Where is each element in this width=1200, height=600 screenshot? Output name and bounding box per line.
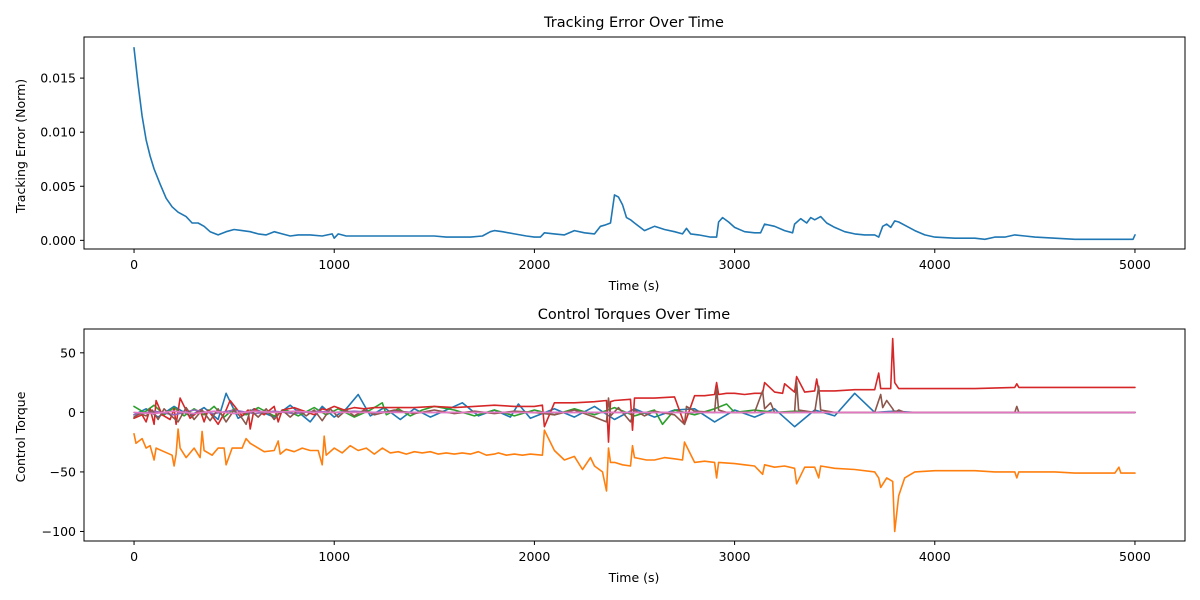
series-line-0	[133, 46, 1136, 241]
y-tick-label: 0.005	[40, 179, 76, 194]
x-tick-label: 1000	[318, 257, 350, 272]
series-line-6	[133, 410, 1136, 415]
series-line-1	[133, 428, 1136, 533]
plot-frame	[83, 328, 1186, 542]
x-axis-label: Time (s)	[608, 278, 660, 293]
chart-title: Tracking Error Over Time	[543, 15, 724, 31]
y-tick-label: 0.000	[40, 233, 76, 248]
x-tick-label: 4000	[919, 257, 951, 272]
y-tick-label: 0	[68, 405, 76, 420]
x-tick-label: 0	[130, 549, 138, 564]
x-tick-label: 5000	[1119, 257, 1151, 272]
x-axis-label: Time (s)	[608, 570, 660, 585]
y-tick-label: −50	[50, 464, 76, 479]
y-tick-label: 0.015	[40, 71, 76, 86]
y-axis-label: Tracking Error (Norm)	[13, 79, 28, 214]
tracking-error-panel: Tracking Error Over Time Time (s) Tracki…	[13, 15, 1186, 293]
y-axis-label: Control Torque	[13, 391, 28, 482]
series-line-3	[133, 337, 1136, 443]
x-tick-label: 2000	[519, 257, 551, 272]
series-group	[133, 337, 1136, 533]
x-tick-label: 1000	[318, 549, 350, 564]
y-tick-label: 0.010	[40, 125, 76, 140]
control-torques-panel: Control Torques Over Time Time (s) Contr…	[13, 307, 1186, 585]
chart-title: Control Torques Over Time	[538, 307, 731, 323]
plot-frame	[83, 36, 1186, 250]
x-tick-label: 3000	[719, 257, 751, 272]
series-line-5	[133, 380, 1136, 426]
x-tick-label: 4000	[919, 549, 951, 564]
x-tick-label: 0	[130, 257, 138, 272]
y-tick-label: 50	[60, 345, 76, 360]
series-group	[133, 46, 1136, 241]
x-tick-label: 2000	[519, 549, 551, 564]
x-tick-label: 3000	[719, 549, 751, 564]
y-tick-label: −100	[42, 524, 76, 539]
x-tick-label: 5000	[1119, 549, 1151, 564]
